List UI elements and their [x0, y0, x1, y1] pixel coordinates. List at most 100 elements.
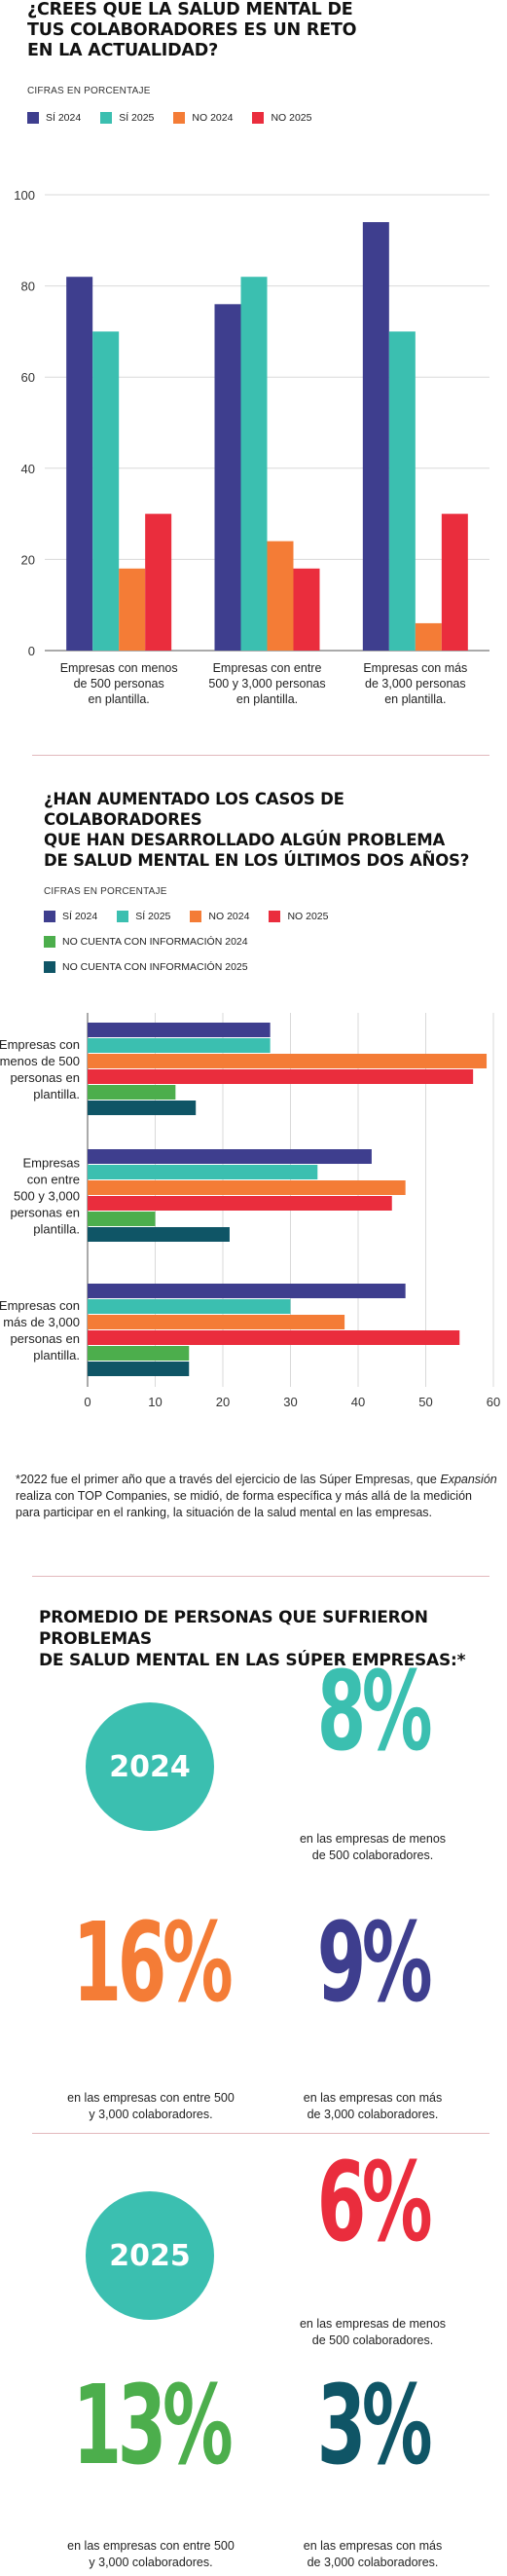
legend-item-si-2025: SÍ 2025 — [117, 911, 170, 922]
footnote-text: *2022 fue el primer año que a través del… — [16, 1473, 441, 1486]
average-title-line: PROMEDIO DE PERSONAS QUE SUFRIERON PROBL… — [39, 1608, 428, 1649]
bar — [88, 1054, 488, 1068]
x-category-label: en plantilla. — [89, 692, 150, 706]
bar — [88, 1085, 176, 1100]
divider — [32, 755, 489, 756]
year-circle-2025: 2025 — [86, 2191, 214, 2320]
chart2-title-line: DE SALUD MENTAL EN LOS ÚLTIMOS DOS AÑOS? — [44, 851, 470, 870]
average-title-line: DE SALUD MENTAL EN LAS SÚPER EMPRESAS:* — [39, 1651, 466, 1670]
legend-item-si-2025: SÍ 2025 — [100, 112, 154, 124]
bar — [88, 1315, 345, 1329]
legend-swatch — [100, 112, 113, 124]
y-tick-label: 40 — [21, 462, 35, 476]
legend-label: NO 2025 — [271, 112, 312, 124]
bar — [88, 1023, 271, 1037]
y-category-label: plantilla. — [33, 1222, 80, 1237]
divider — [32, 1576, 489, 1577]
legend-swatch — [269, 911, 281, 922]
legend-swatch — [44, 936, 55, 948]
chart1-legend: SÍ 2024 SÍ 2025 NO 2024 NO 2025 — [27, 112, 494, 124]
footnote-italic: Expansión — [440, 1473, 497, 1486]
chart1-title-line: ¿CREES QUE LA SALUD MENTAL DE — [27, 0, 353, 19]
stat-caption-line: en las empresas con más — [303, 2539, 443, 2553]
footnote-text-end: realiza con TOP Companies, se midió, de … — [16, 1489, 472, 1519]
stat-caption-line: de 500 colaboradores. — [311, 1848, 434, 1862]
legend-item-no-2025: NO 2025 — [269, 911, 328, 922]
legend-swatch — [190, 911, 202, 922]
bar — [88, 1165, 318, 1179]
stat-caption-line: de 500 colaboradores. — [311, 2333, 434, 2347]
y-category-label: Empresas — [22, 1156, 80, 1171]
chart1-subtitle: CIFRAS EN PORCENTAJE — [27, 86, 151, 96]
x-category-label: Empresas con entre — [213, 661, 322, 675]
bar — [119, 568, 146, 651]
legend-swatch — [252, 112, 265, 124]
x-category-label: de 3,000 personas — [365, 677, 466, 691]
x-tick-label: 50 — [418, 1395, 432, 1409]
y-category-label: personas en — [10, 1206, 80, 1220]
y-category-label: Empresas con — [0, 1298, 80, 1313]
vertical-bar-chart: 0 20 40 60 80 100 Empresas con menos de 500 per… — [14, 188, 489, 706]
legend-label: SÍ 2024 — [46, 112, 82, 124]
stat-value: 9% — [316, 1900, 433, 2027]
y-category-label: 500 y 3,000 — [14, 1189, 80, 1204]
stat-value: 13% — [72, 2363, 234, 2489]
legend-label: NO 2025 — [287, 911, 329, 922]
stat-caption-line: de 3,000 colaboradores. — [307, 2108, 439, 2121]
stat-caption: en las empresas con más de 3,000 colabor… — [266, 2090, 480, 2123]
legend-item-no-2024: NO 2024 — [173, 112, 233, 124]
bar — [88, 1149, 372, 1164]
y-tick-label: 80 — [21, 280, 35, 294]
legend-label: NO CUENTA CON INFORMACIÓN 2025 — [62, 961, 248, 973]
y-category-label: plantilla. — [33, 1348, 80, 1363]
bar — [441, 513, 468, 651]
legend-swatch — [117, 911, 129, 922]
bar — [88, 1299, 291, 1314]
y-category-label: plantilla. — [33, 1087, 80, 1101]
legend-label: NO 2024 — [208, 911, 250, 922]
y-category-label: personas en — [10, 1070, 80, 1085]
bar — [88, 1227, 230, 1242]
y-tick-label: 100 — [14, 188, 35, 203]
x-tick-label: 30 — [283, 1395, 297, 1409]
stat-value: 6% — [316, 2140, 433, 2266]
chart1-title: ¿CREES QUE LA SALUD MENTAL DE TUS COLABO… — [27, 0, 356, 61]
legend-label: SÍ 2024 — [62, 911, 98, 922]
legend-swatch — [173, 112, 186, 124]
x-category-label: 500 y 3,000 personas — [208, 677, 325, 691]
bar — [267, 541, 294, 651]
average-title: PROMEDIO DE PERSONAS QUE SUFRIERON PROBL… — [39, 1607, 507, 1671]
bar — [240, 277, 268, 651]
bar — [415, 622, 442, 651]
legend-label: SÍ 2025 — [119, 112, 155, 124]
bar — [88, 1362, 190, 1376]
chart1-title-line: TUS COLABORADORES ES UN RETO — [27, 20, 357, 40]
stat-caption-line: en las empresas con entre 500 — [67, 2539, 235, 2553]
bar — [88, 1196, 392, 1211]
bar — [88, 1038, 271, 1053]
stat-caption-line: en las empresas con más — [303, 2091, 443, 2105]
bar — [88, 1180, 406, 1195]
stat-value: 16% — [72, 1900, 234, 2027]
legend-swatch — [44, 961, 55, 973]
chart2-title: ¿HAN AUMENTADO LOS CASOS DE COLABORADORE… — [44, 789, 507, 871]
legend-item-si-2024: SÍ 2024 — [44, 911, 97, 922]
y-category-label: menos de 500 — [0, 1054, 80, 1068]
legend-item-si-2024: SÍ 2024 — [27, 112, 81, 124]
chart2-subtitle: CIFRAS EN PORCENTAJE — [44, 886, 167, 897]
bar — [88, 1330, 460, 1345]
x-category-label: Empresas con menos — [60, 661, 178, 675]
bar — [88, 1101, 197, 1115]
footnote: *2022 fue el primer año que a través del… — [16, 1472, 497, 1521]
y-category-label: con entre — [27, 1173, 80, 1187]
x-category-label: de 500 personas — [74, 677, 164, 691]
stat-caption: en las empresas de menos de 500 colabora… — [266, 2316, 480, 2349]
y-tick-label: 0 — [28, 644, 35, 658]
stat-value: 3% — [316, 2363, 433, 2489]
bar — [88, 1284, 406, 1298]
stat-caption-line: en las empresas de menos — [299, 2317, 447, 2331]
bar — [88, 1069, 474, 1084]
legend-label: NO CUENTA CON INFORMACIÓN 2024 — [62, 936, 248, 948]
divider — [32, 2133, 489, 2134]
year-circle-2024: 2024 — [86, 1702, 214, 1831]
